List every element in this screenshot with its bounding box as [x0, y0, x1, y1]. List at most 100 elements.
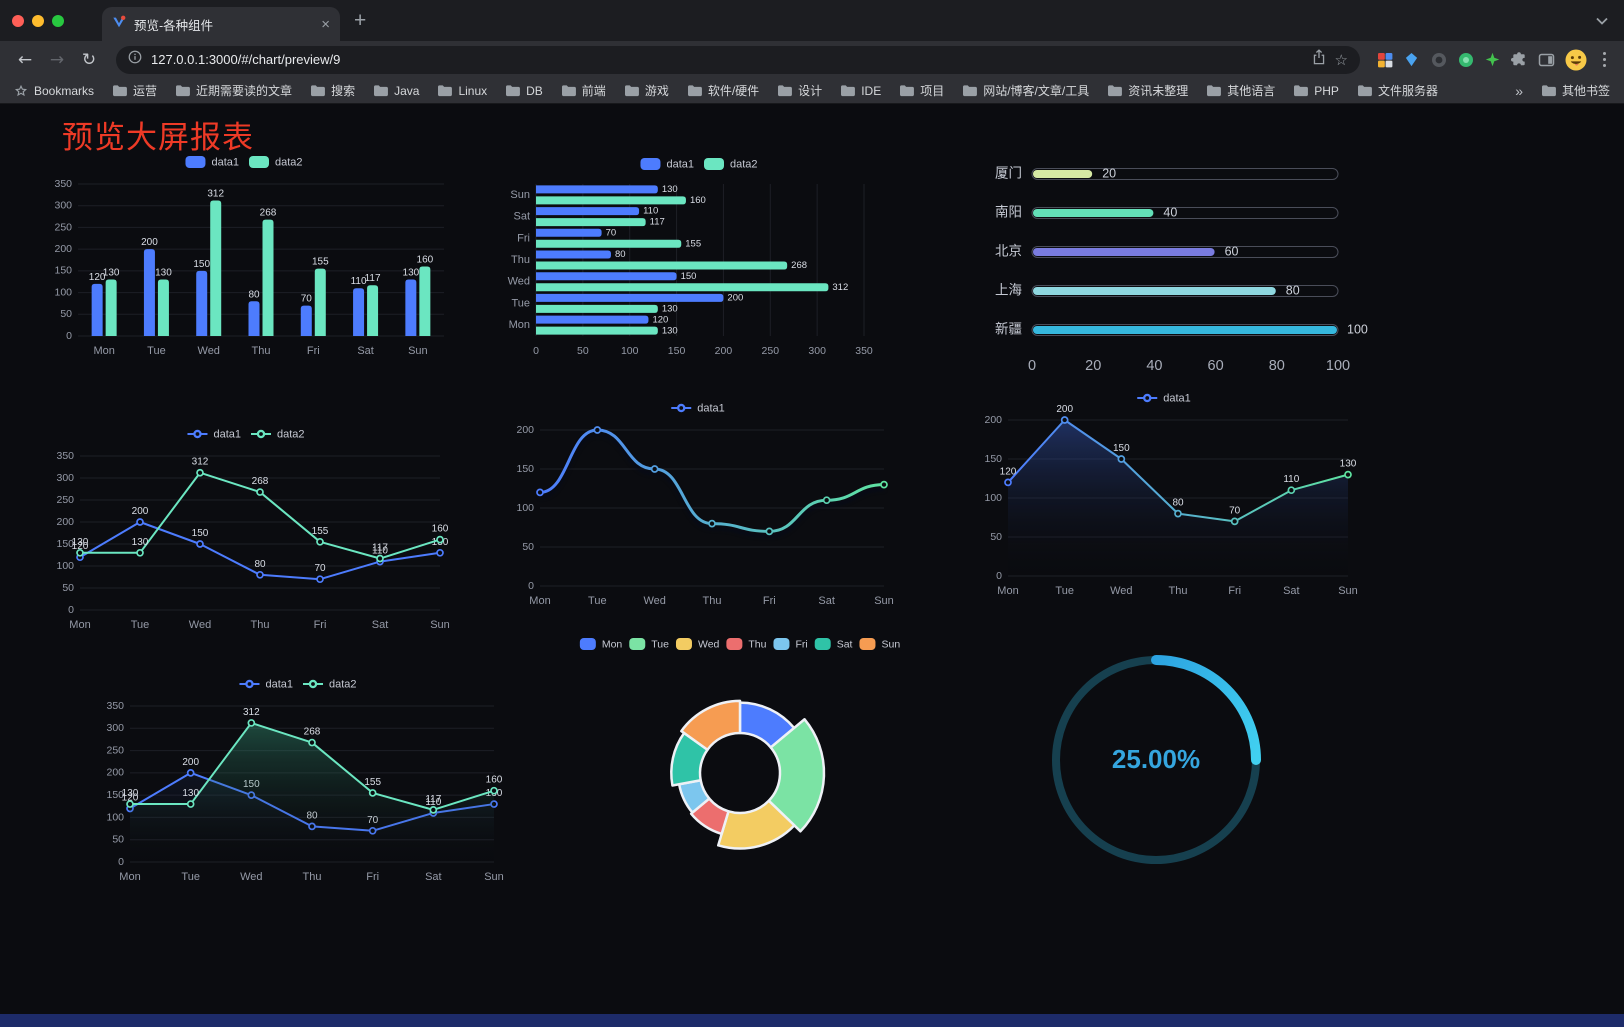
bookmark-label: Linux — [458, 83, 488, 98]
bookmark-label: 前端 — [581, 84, 606, 98]
tab-strip: 预览-各种组件 × + — [0, 0, 1624, 41]
bookmark-folder-item[interactable]: 其他语言 — [1206, 82, 1275, 99]
extensions-puzzle-icon[interactable] — [1507, 48, 1532, 72]
bookmarks-overflow-chevron[interactable]: » — [1515, 82, 1523, 99]
capsule-bar-chart — [980, 154, 1396, 386]
window-minimize-button[interactable] — [32, 14, 44, 27]
share-icon[interactable] — [1312, 49, 1326, 70]
rose-doughnut-pie-chart — [530, 632, 950, 880]
bottom-accent-strip — [0, 1014, 1624, 1027]
window-zoom-button[interactable] — [52, 14, 64, 27]
url-text[interactable]: 127.0.0.1:3000/#/chart/preview/9 — [151, 52, 341, 67]
bookmark-folder-item[interactable]: 近期需要读的文章 — [175, 82, 292, 99]
smooth-line-chart — [500, 396, 896, 612]
folder-icon — [1207, 85, 1222, 97]
folder-icon — [1541, 85, 1556, 97]
folder-icon — [841, 85, 856, 97]
bookmark-label: 项目 — [920, 84, 945, 98]
bookmark-folder-item[interactable]: DB — [505, 84, 543, 98]
bookmark-label: 搜索 — [331, 84, 356, 98]
bookmark-star-icon[interactable]: ☆ — [1334, 50, 1348, 69]
bookmark-label: 资讯未整理 — [1128, 84, 1189, 98]
folder-icon — [778, 85, 793, 97]
site-info-icon[interactable] — [128, 50, 142, 69]
folder-icon — [506, 85, 521, 97]
bookmark-folder-item[interactable]: 项目 — [899, 82, 944, 99]
bookmark-label: 近期需要读的文章 — [196, 84, 293, 98]
bookmark-label: 设计 — [798, 84, 823, 98]
side-panel-icon[interactable] — [1534, 48, 1559, 72]
bookmark-label: 运营 — [133, 84, 158, 98]
bookmarks-bar: Bookmarks 运营 近期需要读的文章 搜索 Java Linux DB 前端 游戏 软件/硬… — [0, 78, 1624, 104]
folder-icon — [1108, 85, 1123, 97]
folder-icon — [176, 85, 190, 97]
folder-icon — [1357, 85, 1372, 97]
bookmark-folder-item[interactable]: 设计 — [777, 82, 822, 99]
folder-icon — [438, 85, 453, 97]
extension-icon-2[interactable] — [1399, 48, 1424, 72]
bookmark-label: 游戏 — [644, 84, 669, 98]
window-controls — [0, 14, 76, 27]
bookmark-label: PHP — [1314, 83, 1339, 98]
double-area-line-chart — [90, 672, 506, 888]
horizontal-bar-chart — [498, 150, 900, 362]
browser-toolbar: ← → ↻ 127.0.0.1:3000/#/chart/preview/9 ☆ — [0, 41, 1624, 78]
tab-title: 预览-各种组件 — [134, 18, 214, 33]
folder-icon — [1294, 85, 1309, 97]
bookmarks-star-icon — [14, 84, 28, 96]
folder-icon — [113, 85, 127, 97]
bookmark-label: 网站/博客/文章/工具 — [983, 84, 1090, 98]
reload-button[interactable]: ↻ — [81, 49, 97, 70]
address-bar[interactable]: 127.0.0.1:3000/#/chart/preview/9 ☆ — [116, 45, 1360, 74]
bookmark-label: 其他书签 — [1561, 84, 1610, 98]
bookmark-folder-item[interactable]: 游戏 — [624, 82, 669, 99]
new-tab-button[interactable]: + — [354, 9, 367, 32]
menu-kebab-icon[interactable] — [1594, 51, 1614, 69]
other-bookmarks-folder[interactable]: 其他书签 — [1541, 82, 1610, 99]
bookmark-folder-item[interactable]: 软件/硬件 — [687, 82, 759, 99]
forward-button[interactable]: → — [49, 49, 65, 70]
extension-icon-4[interactable] — [1453, 48, 1478, 72]
folder-icon — [311, 85, 325, 97]
browser-tab-active[interactable]: 预览-各种组件 × — [102, 7, 340, 41]
folder-icon — [561, 85, 576, 97]
folder-icon — [624, 85, 639, 97]
bookmark-folder-item[interactable]: 搜索 — [310, 82, 355, 99]
bookmark-label: 其他语言 — [1227, 84, 1276, 98]
page-content: 预览大屏报表 — [0, 104, 1624, 1027]
bookmarks-home-item[interactable]: Bookmarks — [14, 84, 94, 98]
bookmark-folder-item[interactable]: IDE — [840, 84, 881, 98]
bookmark-folder-item[interactable]: 网站/博客/文章/工具 — [962, 82, 1089, 99]
bookmark-label: DB — [526, 83, 543, 98]
extension-icon-5[interactable] — [1480, 48, 1505, 72]
folder-icon — [687, 85, 702, 97]
bookmark-label: IDE — [861, 83, 882, 98]
tab-close-icon[interactable]: × — [321, 15, 330, 33]
folder-icon — [374, 85, 389, 97]
folder-icon — [900, 85, 915, 97]
double-line-chart — [40, 422, 452, 636]
bookmark-folder-item[interactable]: Linux — [437, 84, 487, 98]
tab-search-chevron-icon[interactable] — [1596, 17, 1608, 25]
bookmark-folder-item[interactable]: PHP — [1293, 84, 1339, 98]
back-button[interactable]: ← — [17, 49, 33, 70]
area-line-chart — [968, 386, 1360, 602]
bookmark-folder-item[interactable]: Java — [373, 84, 419, 98]
tab-favicon — [112, 15, 126, 34]
profile-avatar[interactable] — [1564, 48, 1588, 72]
bookmark-folder-item[interactable]: 前端 — [561, 82, 606, 99]
bookmark-folder-item[interactable]: 运营 — [112, 82, 157, 99]
bookmark-folder-item[interactable]: 文件服务器 — [1357, 82, 1438, 99]
bookmark-label: 文件服务器 — [1377, 84, 1438, 98]
extension-icon-3[interactable] — [1426, 48, 1451, 72]
grouped-bar-chart — [38, 148, 450, 362]
window-close-button[interactable] — [12, 14, 24, 27]
extension-icon-1[interactable] — [1372, 48, 1397, 72]
bookmark-folder-item[interactable]: 资讯未整理 — [1107, 82, 1188, 99]
folder-icon — [963, 85, 978, 97]
percentage-gauge-chart — [1040, 644, 1272, 876]
bookmark-label: Bookmarks — [34, 83, 95, 98]
bookmark-label: Java — [394, 83, 420, 98]
bookmark-label: 软件/硬件 — [707, 84, 760, 98]
